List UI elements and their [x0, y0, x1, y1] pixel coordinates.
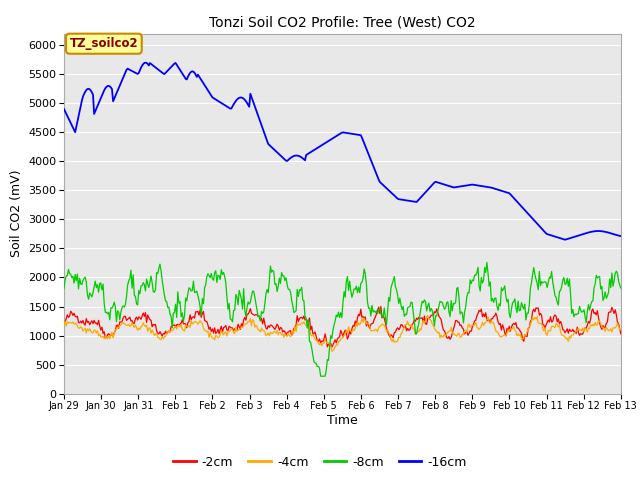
Y-axis label: Soil CO2 (mV): Soil CO2 (mV): [10, 170, 22, 257]
X-axis label: Time: Time: [327, 414, 358, 427]
Title: Tonzi Soil CO2 Profile: Tree (West) CO2: Tonzi Soil CO2 Profile: Tree (West) CO2: [209, 16, 476, 30]
Legend: -2cm, -4cm, -8cm, -16cm: -2cm, -4cm, -8cm, -16cm: [168, 451, 472, 474]
Text: TZ_soilco2: TZ_soilco2: [70, 37, 138, 50]
